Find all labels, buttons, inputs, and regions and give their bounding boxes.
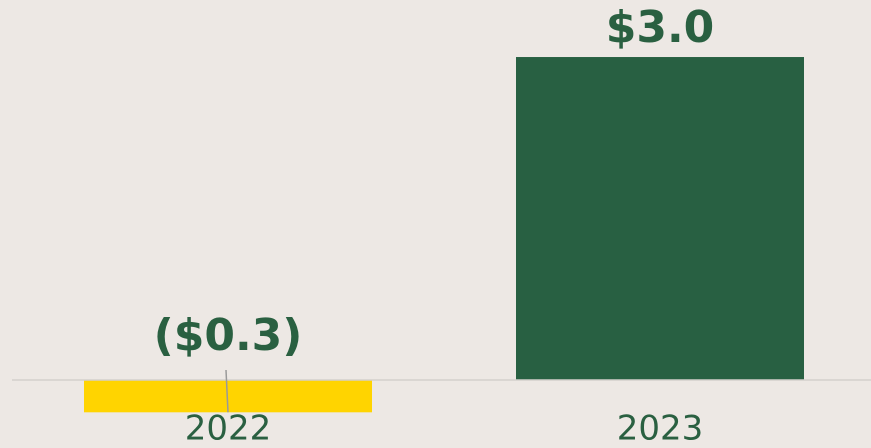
x-tick-label: 2022 <box>185 409 272 448</box>
value-label: $3.0 <box>606 2 715 53</box>
value-label: ($0.3) <box>154 310 303 361</box>
leader-line <box>225 369 229 413</box>
x-tick-label: 2023 <box>617 409 704 448</box>
bar <box>516 57 804 381</box>
